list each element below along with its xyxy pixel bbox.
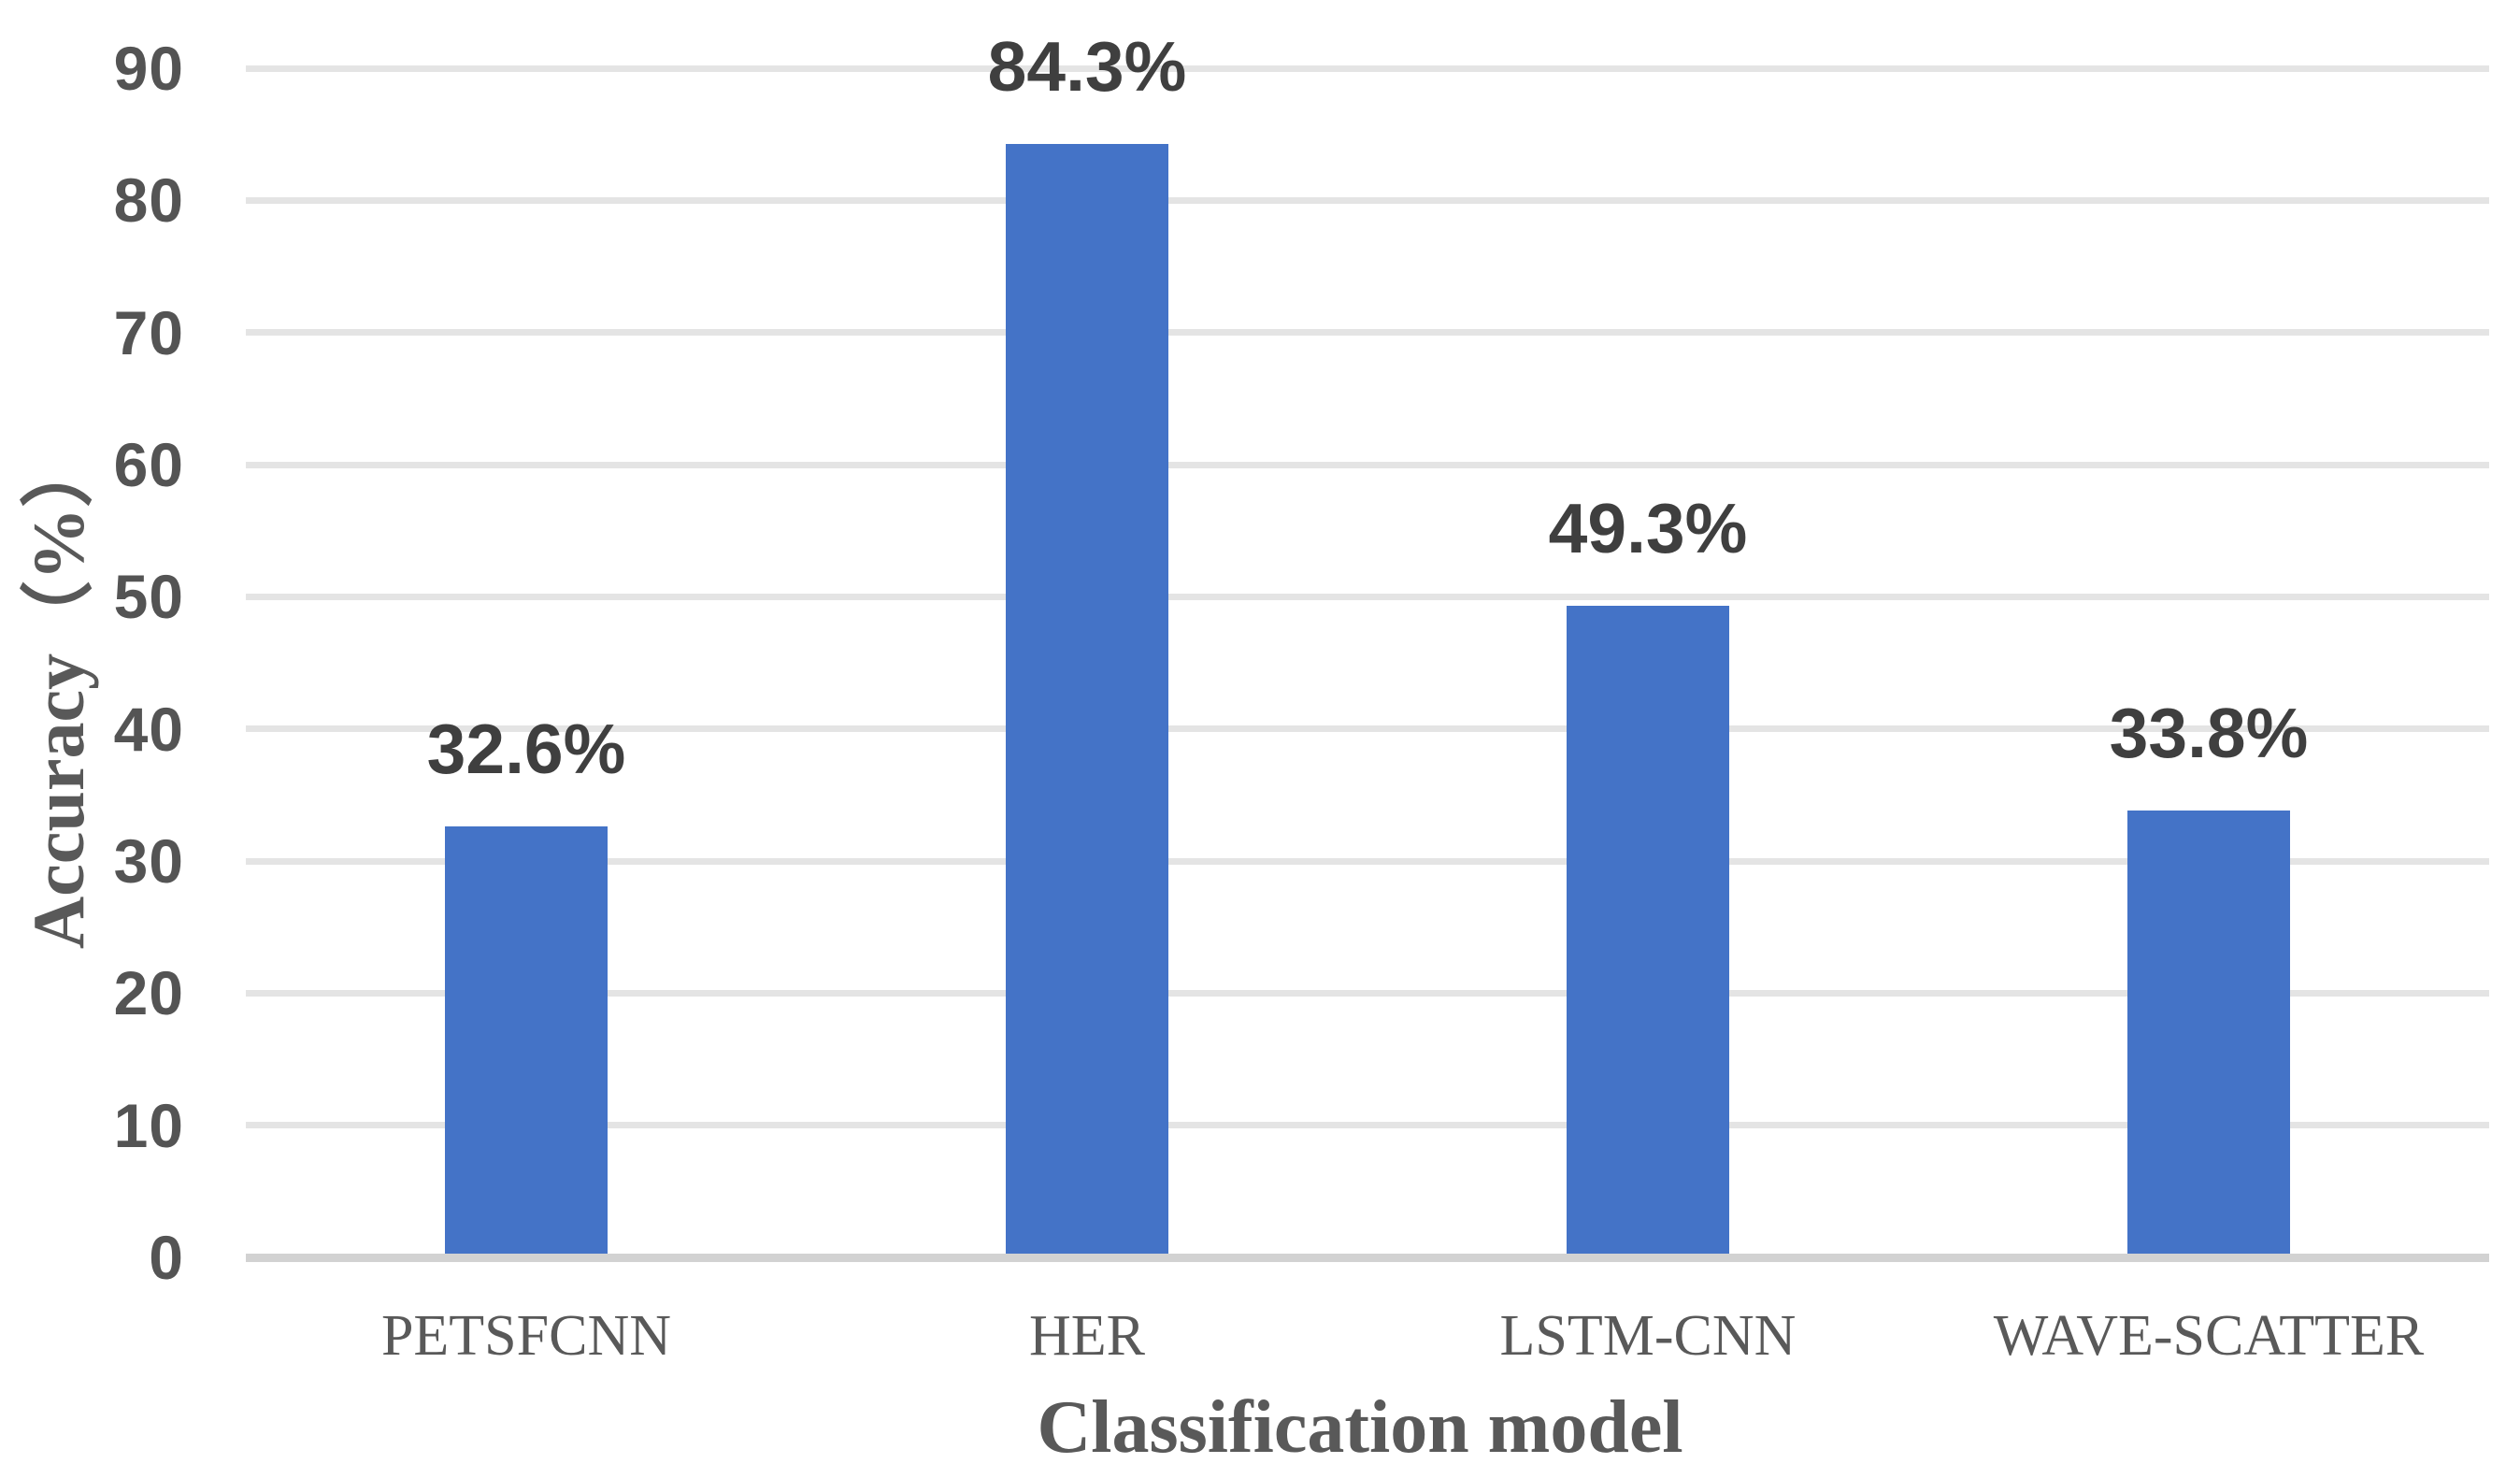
x-axis-title: Classification model <box>1037 1386 1683 1469</box>
y-gridline <box>246 65 2489 72</box>
x-category-label: WAVE-SCATTER <box>1993 1304 2425 1368</box>
y-gridline <box>246 593 2489 600</box>
y-gridline <box>246 725 2489 733</box>
bar-wave-scatter <box>2127 811 2290 1254</box>
y-gridline <box>246 857 2489 865</box>
y-tick-label: 60 <box>113 430 184 499</box>
y-gridline <box>246 1122 2489 1129</box>
data-label: 32.6% <box>426 710 626 789</box>
y-tick-label: 30 <box>113 826 184 896</box>
x-axis-line <box>246 1253 2489 1262</box>
y-tick-label: 90 <box>113 34 184 103</box>
x-category-label: LSTM-CNN <box>1499 1304 1797 1368</box>
y-gridline <box>246 329 2489 337</box>
y-tick-label: 50 <box>113 562 184 632</box>
y-tick-label: 10 <box>113 1090 184 1160</box>
y-tick-label: 80 <box>113 165 184 236</box>
y-gridline <box>246 989 2489 997</box>
y-gridline <box>246 461 2489 468</box>
data-label: 49.3% <box>1548 489 1748 568</box>
y-gridline <box>246 196 2489 204</box>
data-label: 33.8% <box>2109 694 2309 773</box>
x-category-label: HER <box>1029 1304 1145 1368</box>
bar-her <box>1006 143 1168 1254</box>
y-tick-label: 40 <box>113 694 184 764</box>
y-tick-label: 20 <box>113 958 184 1028</box>
bar-lstm-cnn <box>1567 606 1729 1254</box>
y-tick-label: 70 <box>113 297 184 367</box>
bar-petsfcnn <box>445 826 608 1254</box>
x-category-label: PETSFCNN <box>380 1304 672 1368</box>
data-label: 84.3% <box>987 26 1187 106</box>
y-tick-label: 0 <box>149 1223 184 1292</box>
